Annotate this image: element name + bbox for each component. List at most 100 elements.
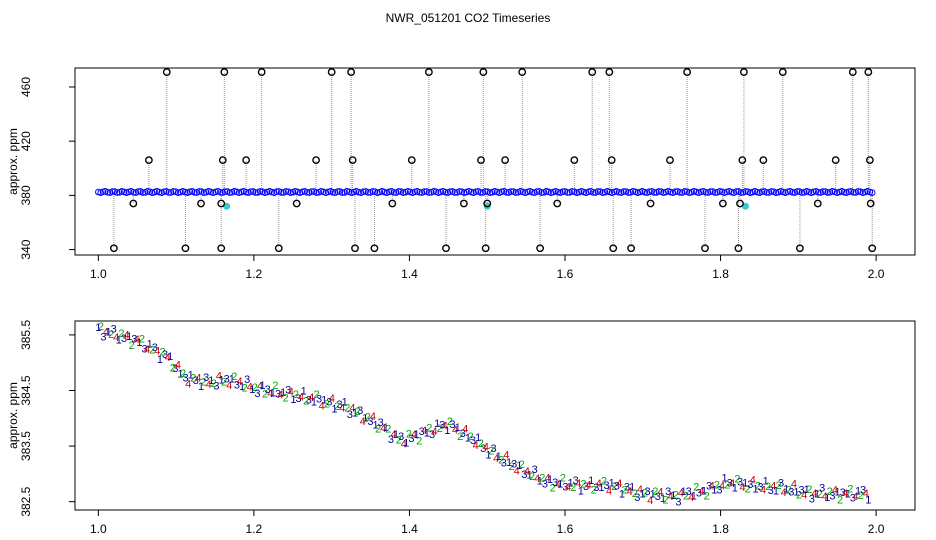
outlier-point bbox=[666, 156, 674, 165]
series-marker: 3 bbox=[645, 486, 651, 498]
series-marker: 2 bbox=[201, 377, 207, 389]
co2-panel-top: 1.0 1.2 1.4 1.6 1.8 2.0 340 380 420 460 approx. p… bbox=[6, 67, 916, 281]
series-marker: 1 bbox=[465, 432, 471, 444]
series-marker: 1 bbox=[568, 477, 574, 489]
series-marker: 4 bbox=[226, 380, 232, 392]
baseline-point bbox=[385, 188, 393, 196]
outlier-point bbox=[813, 199, 822, 208]
series-marker: 2 bbox=[262, 388, 268, 400]
series-marker: 2 bbox=[149, 345, 155, 357]
series-marker: 1 bbox=[434, 418, 440, 430]
baseline-point bbox=[568, 188, 576, 195]
series-marker: 1 bbox=[147, 338, 153, 350]
series-marker: 4 bbox=[555, 479, 561, 491]
series-marker: 1 bbox=[188, 369, 194, 381]
series-marker: 3 bbox=[193, 375, 199, 387]
series-marker: 2 bbox=[303, 395, 309, 407]
baseline-point bbox=[732, 188, 740, 195]
series-marker: 2 bbox=[324, 398, 330, 410]
baseline-point bbox=[798, 189, 806, 196]
outlier-point bbox=[477, 156, 485, 165]
series-marker: 3 bbox=[234, 379, 240, 391]
series-marker: 1 bbox=[95, 322, 101, 334]
series-marker: 2 bbox=[488, 445, 494, 457]
outlier-point bbox=[778, 68, 787, 76]
ylabel-bottom: approx. ppm bbox=[6, 382, 20, 449]
series-marker: 4 bbox=[770, 481, 776, 493]
baseline-point bbox=[793, 188, 801, 195]
series-marker: 4 bbox=[175, 360, 181, 372]
series-marker: 4 bbox=[524, 466, 530, 478]
series-marker: 2 bbox=[293, 389, 299, 401]
outlier-point bbox=[181, 244, 190, 253]
baseline-point bbox=[364, 189, 372, 196]
series-marker: 2 bbox=[406, 429, 412, 441]
series-marker: 4 bbox=[339, 403, 345, 415]
series-marker: 1 bbox=[804, 484, 810, 496]
axes-bottom: 1.0 1.2 1.4 1.6 1.8 2.0 382.5 383.5 384.5 385.5 bbox=[19, 320, 885, 536]
series-marker: 1 bbox=[732, 483, 738, 495]
series-marker: 4 bbox=[801, 489, 807, 501]
series-marker: 2 bbox=[560, 472, 566, 484]
series-marker: 1 bbox=[157, 354, 163, 366]
baseline-point bbox=[768, 188, 775, 195]
series-marker: 3 bbox=[850, 493, 856, 505]
co2-panel-bottom: 1234123412341234123412341234123412341234… bbox=[6, 320, 916, 536]
series-marker: 3 bbox=[100, 331, 106, 343]
series-marker: 3 bbox=[634, 492, 640, 504]
outlier-point bbox=[868, 244, 877, 253]
series-marker: 2 bbox=[704, 491, 710, 503]
series-marker: 3 bbox=[388, 434, 394, 446]
series-marker: 1 bbox=[793, 486, 799, 498]
baseline-point bbox=[165, 189, 172, 196]
series-marker: 3 bbox=[819, 482, 825, 494]
series-marker: 2 bbox=[242, 383, 248, 395]
series-marker: 3 bbox=[532, 464, 538, 476]
series-marker: 4 bbox=[216, 371, 222, 383]
series-marker: 2 bbox=[129, 340, 135, 352]
outlier-point bbox=[570, 156, 579, 165]
outlier-point bbox=[848, 68, 857, 76]
plot-frame-top bbox=[74, 67, 916, 256]
series-marker: 1 bbox=[239, 381, 245, 393]
series-marker: 4 bbox=[657, 486, 663, 498]
outlier-point bbox=[459, 199, 468, 208]
series-marker: 1 bbox=[701, 486, 707, 498]
series-marker: 3 bbox=[675, 496, 681, 508]
outlier-point bbox=[481, 244, 490, 253]
series-marker: 4 bbox=[380, 423, 386, 435]
series-marker: 2 bbox=[426, 422, 432, 434]
series-marker: 4 bbox=[760, 484, 766, 496]
outlier-point bbox=[646, 199, 655, 208]
series-marker: 3 bbox=[408, 433, 414, 445]
series-marker: 3 bbox=[131, 334, 137, 346]
series-marker: 2 bbox=[611, 481, 617, 493]
baseline-point bbox=[512, 189, 520, 196]
series-marker: 3 bbox=[799, 484, 805, 496]
series-marker: 4 bbox=[493, 453, 499, 465]
series-marker: 4 bbox=[124, 330, 130, 342]
series-marker: 2 bbox=[714, 479, 720, 491]
series-marker: 4 bbox=[432, 426, 438, 438]
series-marker: 4 bbox=[319, 400, 325, 412]
series-marker: 1 bbox=[280, 387, 286, 399]
outlier-point bbox=[162, 68, 171, 76]
series-marker: 1 bbox=[814, 489, 820, 501]
series-marker: 1 bbox=[198, 381, 204, 393]
series-marker: 4 bbox=[822, 491, 828, 503]
series-marker: 4 bbox=[360, 416, 366, 428]
series-marker: 4 bbox=[832, 485, 838, 497]
series-marker: 2 bbox=[498, 454, 504, 466]
series-marker: 2 bbox=[632, 488, 638, 500]
series-marker: 1 bbox=[691, 490, 697, 502]
series-marker: 3 bbox=[840, 487, 846, 499]
baseline-point bbox=[671, 188, 679, 196]
series-marker: 3 bbox=[573, 475, 579, 487]
baseline-point bbox=[395, 188, 402, 195]
series-marker: 4 bbox=[308, 392, 314, 404]
series-marker: 2 bbox=[478, 438, 484, 450]
baseline-point bbox=[221, 188, 229, 195]
series-marker: 1 bbox=[660, 493, 666, 505]
baseline-point bbox=[170, 188, 177, 195]
